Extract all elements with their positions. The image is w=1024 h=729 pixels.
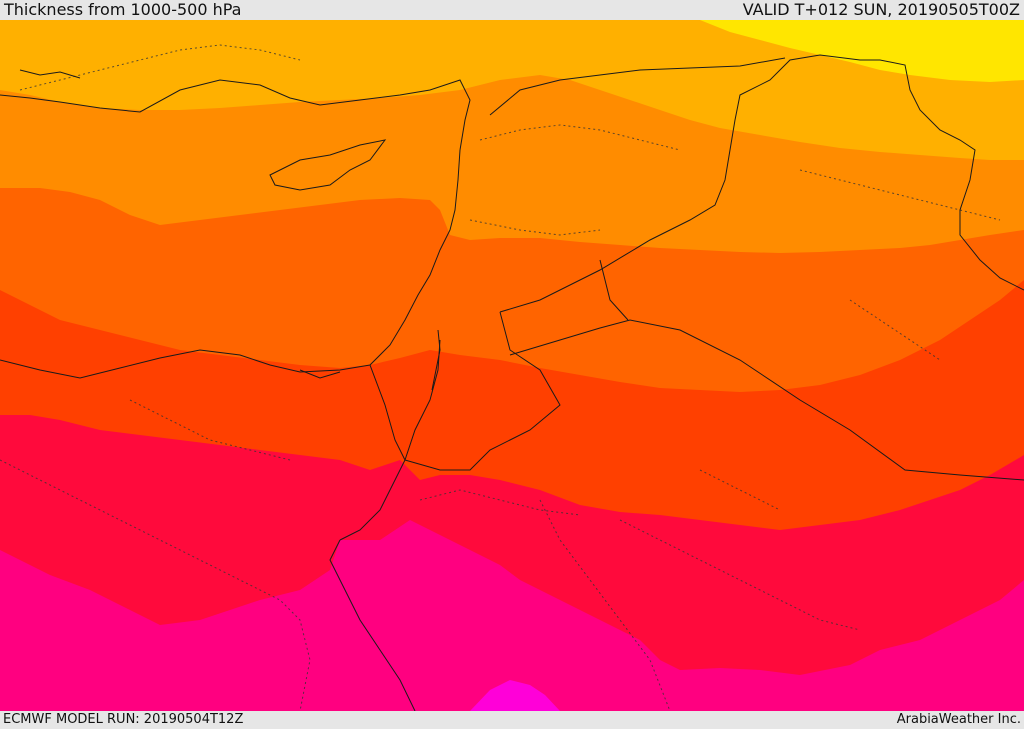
map-footer: ECMWF MODEL RUN: 20190504T12Z ArabiaWeat… bbox=[0, 711, 1024, 729]
map-header: Thickness from 1000-500 hPa VALID T+012 … bbox=[0, 0, 1024, 20]
credit: ArabiaWeather Inc. bbox=[896, 712, 1021, 727]
map-title: Thickness from 1000-500 hPa bbox=[4, 0, 242, 19]
valid-time: VALID T+012 SUN, 20190505T00Z bbox=[742, 0, 1020, 19]
thickness-map-svg bbox=[0, 20, 1024, 711]
thickness-map bbox=[0, 20, 1024, 711]
band-violet bbox=[470, 680, 560, 711]
band-amber bbox=[0, 20, 1024, 160]
country-borders bbox=[0, 44, 1001, 711]
coastlines bbox=[0, 54, 1024, 711]
model-run: ECMWF MODEL RUN: 20190504T12Z bbox=[3, 712, 244, 727]
band-yellow bbox=[700, 20, 1024, 82]
